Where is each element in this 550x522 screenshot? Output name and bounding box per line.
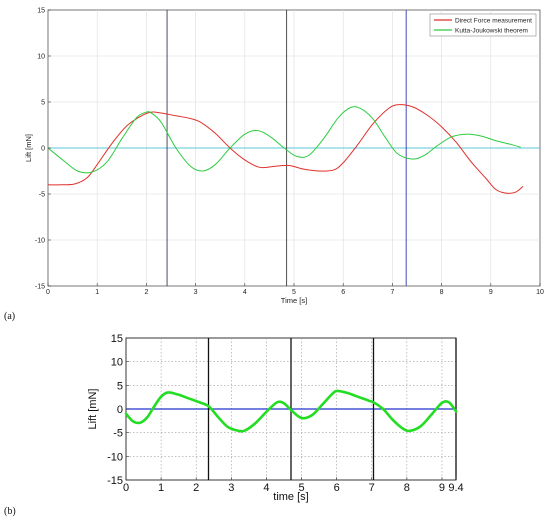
chart-a-reference-lines xyxy=(48,10,540,286)
x-tick-label: 4 xyxy=(243,289,247,296)
y-tick-label: -5 xyxy=(113,428,123,440)
y-tick-label: 10 xyxy=(111,357,123,369)
chart-a-x-ticks: 0 1 2 3 4 5 6 7 8 9 10 xyxy=(46,283,544,296)
chart-b: 0 1 2 3 4 5 6 7 8 9 9.4 -15 -10 -5 0 5 10 15 time [s] Li… xyxy=(4,333,464,517)
x-tick-label: 5 xyxy=(298,482,304,494)
chart-b-x-axis-label: time [s] xyxy=(273,491,308,503)
legend-label-direct-force: Direct Force measurement xyxy=(455,18,532,25)
y-tick-label: 15 xyxy=(37,8,45,15)
chart-b-y-axis-label: Lift [mN] xyxy=(87,389,99,430)
y-tick-label: 0 xyxy=(41,146,45,153)
chart-a-x-axis-label: Time [s] xyxy=(281,296,307,305)
x-tick-label: 1 xyxy=(158,482,164,494)
chart-a-series xyxy=(47,104,524,194)
chart-b-y-ticks: -15 -10 -5 0 5 10 15 xyxy=(107,333,129,487)
y-tick-label: 10 xyxy=(37,54,45,61)
x-tick-label: 4 xyxy=(263,482,269,494)
x-tick-label: 0 xyxy=(123,482,129,494)
chart-b-series xyxy=(124,389,458,433)
y-tick-label: 5 xyxy=(117,380,123,392)
series-line-2 xyxy=(47,106,521,174)
x-tick-label: 7 xyxy=(390,289,394,296)
chart-a-grid xyxy=(48,10,540,286)
x-tick-label: 10 xyxy=(536,289,544,296)
y-tick-label: 5 xyxy=(41,100,45,107)
legend-box xyxy=(429,13,537,37)
x-tick-label: 8 xyxy=(440,289,444,296)
x-tick-label: 0 xyxy=(46,289,50,296)
x-tick-label: 7 xyxy=(369,482,375,494)
y-tick-label: 0 xyxy=(117,404,123,416)
y-tick-label: 15 xyxy=(111,333,123,345)
x-tick-label: 2 xyxy=(193,482,199,494)
y-tick-label: -15 xyxy=(35,284,45,291)
y-tick-label: -10 xyxy=(107,451,123,463)
legend-label-kutta-joukowski: Kutta-Joukowski theorem xyxy=(455,28,528,35)
x-tick-label: 6 xyxy=(341,289,345,296)
chart-a-y-ticks: -15 -10 -5 0 5 10 15 xyxy=(35,8,51,291)
series-line-1 xyxy=(47,104,524,194)
x-tick-label: 3 xyxy=(228,482,234,494)
x-tick-label: 2 xyxy=(144,289,148,296)
panel-label-a: (a) xyxy=(4,311,15,322)
chart-a: 0 1 2 3 4 5 6 7 8 9 10 -15 -10 -5 0 5 10 15 Time [s] Lif… xyxy=(4,8,544,323)
x-tick-label: 9 xyxy=(439,482,445,494)
x-tick-label: 9 xyxy=(489,289,493,296)
chart-a-legend: Direct Force measurement Kutta-Joukowski… xyxy=(429,13,537,37)
x-tick-label: 8 xyxy=(404,482,410,494)
chart-a-y-axis-label: Lift [mN] xyxy=(24,134,33,162)
panel-label-b: (b) xyxy=(4,506,16,517)
x-tick-label: 6 xyxy=(334,482,340,494)
x-tick-label: 9.4 xyxy=(448,482,463,494)
y-tick-label: -5 xyxy=(39,192,45,199)
chart-b-x-ticks: 0 1 2 3 4 5 6 7 8 9 9.4 xyxy=(123,477,464,494)
x-tick-label: 3 xyxy=(194,289,198,296)
x-tick-label: 5 xyxy=(292,289,296,296)
y-tick-label: -10 xyxy=(35,238,45,245)
x-tick-label: 1 xyxy=(95,289,99,296)
y-tick-label: -15 xyxy=(107,475,123,487)
series-line-1 xyxy=(124,389,458,433)
